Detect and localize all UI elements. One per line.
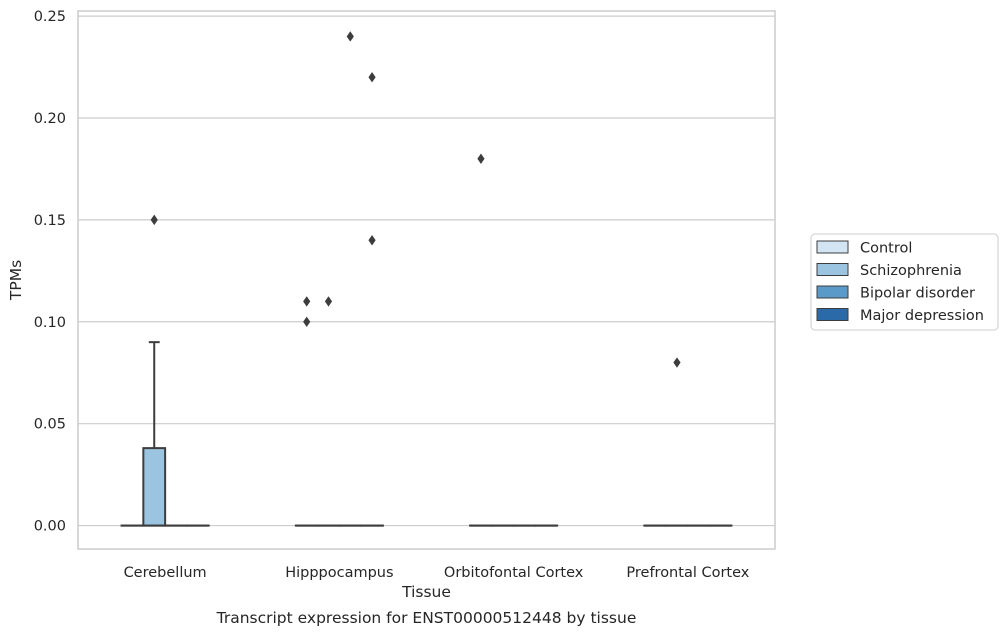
legend-swatch: [816, 263, 849, 276]
x-tick-label: Cerebellum: [124, 565, 207, 581]
legend-frame: [810, 233, 999, 331]
outlier-point: [324, 296, 333, 307]
x-tick-label: Hipppocampus: [285, 565, 393, 581]
legend: Control Schizophrenia Bipolar disorder Majo…: [810, 233, 999, 331]
outlier-point: [303, 316, 311, 327]
y-axis-title: TPMs: [7, 260, 25, 301]
y-tick-label: 0.05: [34, 417, 66, 433]
y-axis-ticks: 0.00 0.05 0.10 0.15 0.20 0.25: [34, 9, 66, 534]
x-axis-ticks: Cerebellum Hipppocampus Orbitofontal Corte…: [124, 565, 750, 581]
outlier-point: [346, 31, 354, 42]
y-tick-label: 0.15: [34, 213, 66, 229]
x-tick-label: Orbitofontal Cortex: [444, 565, 584, 581]
y-tick-label: 0.25: [34, 9, 66, 25]
x-tick-label: Prefrontal Cortex: [626, 565, 749, 581]
legend-label: Control: [860, 241, 912, 257]
outlier-point: [673, 357, 681, 368]
y-tick-label: 0.00: [34, 519, 66, 535]
legend-label: Schizophrenia: [860, 263, 962, 279]
legend-swatch: [816, 240, 849, 254]
outlier-point: [150, 214, 158, 226]
outlier-point: [303, 296, 311, 307]
y-tick-label: 0.20: [34, 111, 66, 127]
grid-lines: [78, 15, 775, 527]
box-plot: [142, 341, 167, 527]
plot-frame: [77, 10, 776, 550]
legend-label: Bipolar disorder: [860, 286, 975, 302]
legend-swatch: [816, 308, 849, 321]
x-axis-title: Tissue: [401, 583, 451, 601]
box-plots: [120, 341, 733, 527]
outlier-point: [368, 72, 376, 83]
y-tick-label: 0.10: [34, 315, 66, 331]
outlier-point: [477, 153, 485, 164]
legend-swatch: [816, 285, 849, 299]
legend-label: Major depression: [860, 308, 984, 324]
outlier-points: [150, 31, 681, 368]
outlier-point: [368, 235, 376, 246]
box-body: [142, 447, 167, 527]
chart-caption: Transcript expression for ENST0000051244…: [216, 609, 637, 627]
